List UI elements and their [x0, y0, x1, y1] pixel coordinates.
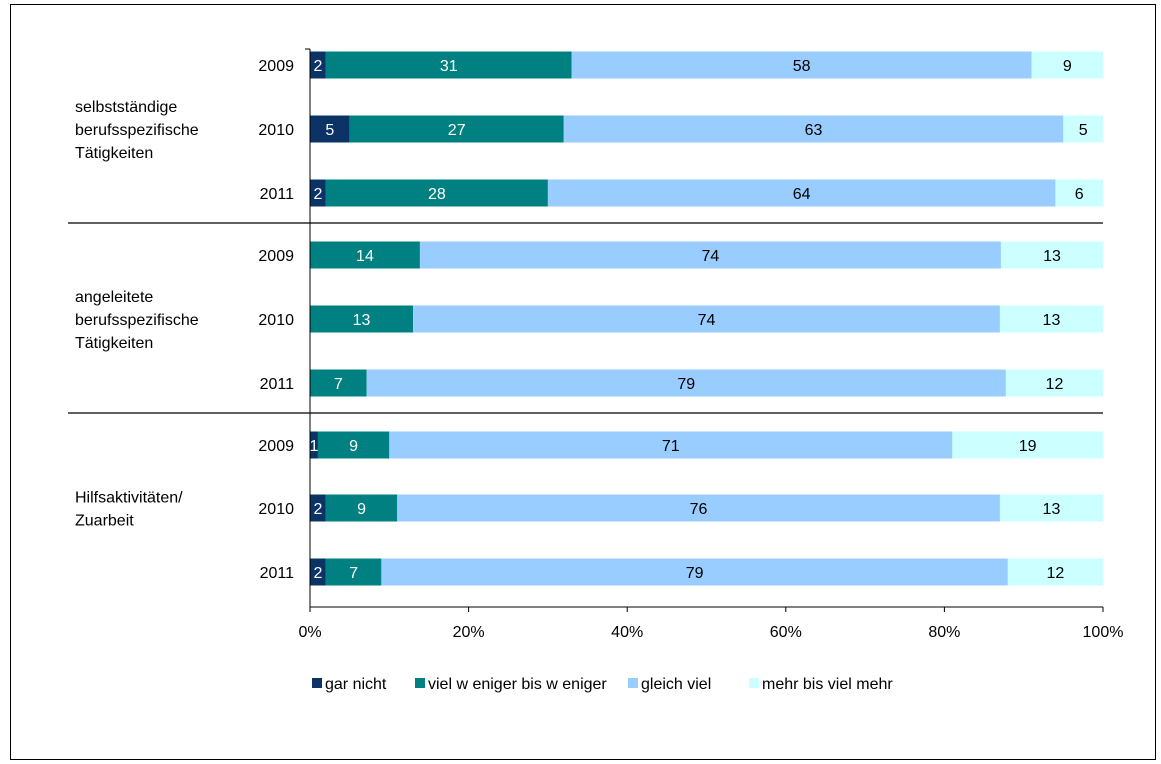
- bar-segment: [366, 369, 1006, 397]
- bar-segment: [1007, 558, 1103, 586]
- x-tick-label: 80%: [928, 624, 960, 641]
- bar-segment: [563, 115, 1064, 143]
- bar-value-label: 2: [313, 186, 322, 203]
- bar-segment: [310, 179, 326, 207]
- legend-entry: mehr bis viel mehr: [762, 676, 893, 693]
- bar-value-label: 5: [1079, 122, 1088, 139]
- bar-value-label: 9: [357, 501, 366, 518]
- bar-value-label: 14: [356, 248, 374, 265]
- legend-entry: gleich viel: [641, 676, 711, 693]
- x-tick-label: 20%: [453, 624, 485, 641]
- bar-value-label: 13: [1043, 248, 1061, 265]
- bar-value-label: 31: [440, 58, 458, 75]
- year-label: 2011: [260, 565, 295, 582]
- bar-value-label: 19: [1019, 438, 1037, 455]
- bar-segment: [317, 431, 390, 459]
- bar-value-label: 79: [686, 565, 704, 582]
- bar-segment: [1063, 115, 1103, 143]
- bar-value-label: 9: [1063, 58, 1072, 75]
- bar-value-label: 9: [349, 438, 358, 455]
- bar-segment: [999, 305, 1103, 333]
- bar-value-label: 7: [334, 376, 343, 393]
- bar-segment: [310, 51, 326, 79]
- x-tick-label: 0%: [298, 624, 321, 641]
- group-label: Tätigkeiten: [75, 335, 153, 352]
- bar-value-label: 58: [793, 58, 811, 75]
- bar-value-label: 74: [702, 248, 720, 265]
- group-label: selbstständige: [75, 99, 177, 116]
- x-tick-label: 40%: [611, 624, 643, 641]
- bar-value-label: 76: [690, 501, 708, 518]
- bar-segment: [310, 241, 420, 269]
- bar-segment: [310, 558, 326, 586]
- legend-entry: gar nicht: [325, 676, 387, 693]
- year-label: 2010: [258, 122, 294, 139]
- bar-segment: [349, 115, 564, 143]
- bar-segment: [381, 558, 1008, 586]
- bar-segment: [1005, 369, 1103, 397]
- bar-value-label: 63: [805, 122, 823, 139]
- bar-value-label: 13: [1043, 501, 1061, 518]
- bar-value-label: 2: [313, 565, 322, 582]
- legend-swatch: [415, 678, 425, 688]
- year-label: 2009: [258, 438, 294, 455]
- bar-segment: [397, 494, 1000, 522]
- bar-segment: [325, 51, 572, 79]
- year-label: 2010: [258, 312, 294, 329]
- bar-value-label: 2: [313, 58, 322, 75]
- group-label: angeleitete: [75, 289, 153, 306]
- legend-swatch: [628, 678, 638, 688]
- x-tick-label: 60%: [770, 624, 802, 641]
- group-label: berufsspezifische: [75, 312, 199, 329]
- year-label: 2011: [260, 376, 295, 393]
- bar-value-label: 5: [325, 122, 334, 139]
- bar-value-label: 27: [448, 122, 466, 139]
- bar-value-label: 6: [1075, 186, 1084, 203]
- bar-value-label: 64: [793, 186, 811, 203]
- bar-value-label: 71: [662, 438, 680, 455]
- bar-segment: [1055, 179, 1103, 207]
- bar-segment: [325, 558, 382, 586]
- bar-segment: [325, 494, 398, 522]
- bar-segment: [571, 51, 1032, 79]
- bar-segment: [1000, 241, 1103, 269]
- bar-segment: [310, 494, 326, 522]
- bar-segment: [1031, 51, 1103, 79]
- bar-value-label: 79: [677, 376, 695, 393]
- bar-segment: [952, 431, 1103, 459]
- year-label: 2010: [258, 501, 294, 518]
- bar-segment: [310, 369, 367, 397]
- group-label: Zuarbeit: [75, 513, 134, 530]
- bar-segment: [325, 179, 548, 207]
- bar-value-label: 12: [1047, 565, 1065, 582]
- bar-value-label: 1: [310, 438, 319, 455]
- bar-value-label: 12: [1046, 376, 1064, 393]
- bar-segment: [999, 494, 1103, 522]
- bar-value-label: 13: [353, 312, 371, 329]
- year-label: 2009: [258, 248, 294, 265]
- bar-value-label: 74: [698, 312, 716, 329]
- chart-frame: 2 31 58 9 2009 5 27 63 5 2010 2 28 64 6 2011 selbststän…: [10, 4, 1156, 760]
- group-label: berufsspezifische: [75, 122, 199, 139]
- bar-value-label: 2: [313, 501, 322, 518]
- bar-value-label: 7: [349, 565, 358, 582]
- x-tick-label: 100%: [1083, 624, 1124, 641]
- bar-segment: [547, 179, 1056, 207]
- bar-value-label: 13: [1043, 312, 1061, 329]
- bar-value-label: 28: [428, 186, 446, 203]
- bar-segment: [419, 241, 1001, 269]
- group-label: Tätigkeiten: [75, 145, 153, 162]
- bar-segment: [310, 431, 318, 459]
- bar-segment: [310, 305, 414, 333]
- legend-swatch: [312, 678, 322, 688]
- legend-swatch: [749, 678, 759, 688]
- bar-segment: [389, 431, 953, 459]
- legend-entry: viel w eniger bis w eniger: [428, 676, 607, 693]
- bar-segment: [413, 305, 1000, 333]
- group-label: Hilfsaktivitäten/: [75, 490, 183, 507]
- year-label: 2009: [258, 58, 294, 75]
- bar-segment: [310, 115, 350, 143]
- year-label: 2011: [260, 186, 295, 203]
